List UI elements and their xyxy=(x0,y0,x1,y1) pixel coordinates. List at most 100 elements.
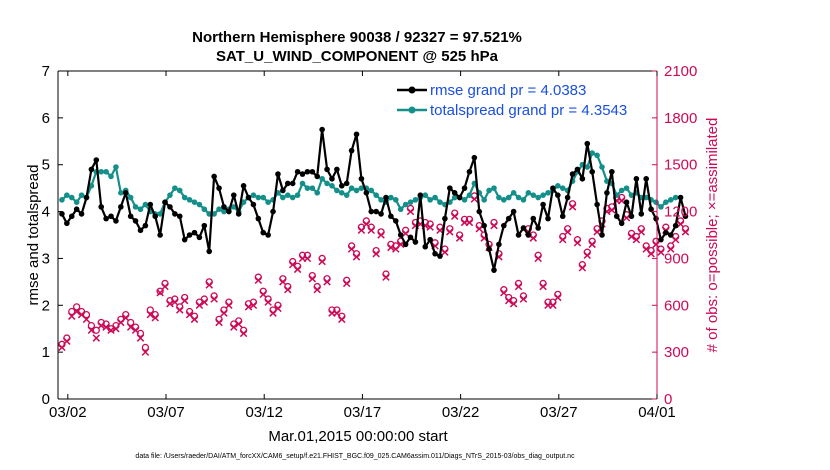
obs-possible-point xyxy=(82,311,91,319)
rmse-point xyxy=(594,201,600,208)
rmse-point xyxy=(383,194,389,201)
y-tick-label: 1 xyxy=(42,344,50,361)
rmse-point xyxy=(471,154,478,161)
totalspread-point xyxy=(427,197,433,203)
obs-assimilated-stroke-b xyxy=(225,301,233,310)
rmse-point xyxy=(417,192,424,198)
obs-assimilated-stroke-b xyxy=(593,228,601,236)
rmse-point xyxy=(186,232,193,238)
rmse-point xyxy=(206,248,213,255)
obs-assimilated-stroke-b xyxy=(573,239,582,247)
obs-possible-point xyxy=(141,343,150,352)
obs-assimilated-point xyxy=(568,203,577,211)
rmse-point xyxy=(397,232,404,238)
x-tick-label: 03/17 xyxy=(344,404,382,421)
obs-assimilated-stroke-b xyxy=(347,245,356,253)
obs-assimilated-point xyxy=(72,307,81,316)
obs-assimilated-point xyxy=(342,279,351,288)
obs-assimilated-point xyxy=(382,273,390,281)
obs-assimilated-stroke-b xyxy=(107,326,115,335)
obs-assimilated-stroke-b xyxy=(475,225,483,233)
obs-assimilated-point xyxy=(264,298,272,306)
totalspread-point xyxy=(589,150,595,156)
rmse-point xyxy=(137,227,144,234)
obs-assimilated-point xyxy=(195,301,204,310)
obs-assimilated-stroke-b xyxy=(166,299,174,308)
obs-assimilated-stroke-b xyxy=(230,323,238,331)
totalspread-point xyxy=(535,194,541,201)
obs-assimilated-stroke-b xyxy=(338,315,346,324)
totalspread-point xyxy=(618,187,625,194)
obs-assimilated-stroke-b xyxy=(293,265,302,274)
obs-assimilated-stroke-b xyxy=(279,278,287,286)
rmse-point xyxy=(677,194,684,201)
obs-assimilated-stroke-b xyxy=(357,226,366,235)
obs-assimilated-point xyxy=(357,226,366,235)
rmse-point xyxy=(284,180,291,187)
obs-assimilated-point xyxy=(490,221,498,230)
obs-assimilated-point xyxy=(593,228,601,236)
rmse-point xyxy=(667,232,674,238)
obs-assimilated-point xyxy=(190,315,199,324)
obs-assimilated-stroke-b xyxy=(554,293,562,302)
rmse-point xyxy=(491,267,497,273)
rmse-point xyxy=(530,215,537,222)
totalspread-point xyxy=(594,152,600,159)
rmse-point xyxy=(589,168,595,175)
totalspread-point xyxy=(353,187,360,194)
rmse-point xyxy=(604,190,610,196)
rmse-point xyxy=(201,222,208,229)
rmse-point xyxy=(338,183,345,189)
rmse-point xyxy=(93,157,100,163)
rmse-point xyxy=(402,241,409,248)
obs-assimilated-point xyxy=(244,303,253,311)
totalspread-point xyxy=(584,164,591,170)
obs-possible-point xyxy=(92,326,100,334)
obs-assimilated-point xyxy=(176,306,184,314)
obs-assimilated-stroke-b xyxy=(671,235,680,244)
rmse-point xyxy=(329,175,335,182)
rmse-point xyxy=(172,211,178,217)
totalspread-point xyxy=(334,187,340,194)
obs-assimilated-point xyxy=(347,245,356,253)
rmse-point xyxy=(505,215,512,222)
rmse-point xyxy=(392,218,399,224)
totalspread-point xyxy=(294,192,301,198)
totalspread-point xyxy=(338,190,345,196)
rmse-point xyxy=(142,222,149,229)
totalspread-point xyxy=(68,194,75,201)
obs-assimilated-stroke-b xyxy=(446,228,454,236)
y-right-tick-label: 2100 xyxy=(664,63,697,80)
obs-assimilated-stroke-b xyxy=(627,232,636,241)
obs-assimilated-point xyxy=(352,253,361,261)
obs-assimilated-point xyxy=(131,326,140,335)
totalspread-point xyxy=(658,204,664,210)
rmse-point xyxy=(255,215,262,222)
obs-assimilated-stroke-b xyxy=(367,226,375,235)
obs-assimilated-point xyxy=(441,248,449,256)
rmse-point xyxy=(122,190,129,196)
obs-possible-point xyxy=(87,321,96,330)
obs-assimilated-stroke-b xyxy=(284,285,292,294)
obs-assimilated-point xyxy=(617,196,626,205)
totalspread-point xyxy=(314,190,321,196)
obs-assimilated-stroke-b xyxy=(112,324,120,333)
totalspread-point xyxy=(466,192,473,198)
obs-assimilated-point xyxy=(318,257,326,266)
obs-assimilated-point xyxy=(205,281,213,289)
totalspread-point xyxy=(255,194,262,201)
obs-assimilated-stroke-b xyxy=(156,289,164,297)
x-axis-label: Mar.01,2015 00:00:00 start xyxy=(268,428,448,445)
obs-assimilated-point xyxy=(534,254,542,263)
totalspread-point xyxy=(422,192,429,198)
obs-assimilated-point xyxy=(657,248,665,256)
obs-assimilated-stroke-b xyxy=(195,301,204,310)
obs-assimilated-stroke-b xyxy=(539,282,547,291)
rmse-point xyxy=(574,166,581,173)
obs-assimilated-point xyxy=(519,295,528,303)
rmse-point xyxy=(147,201,154,208)
obs-assimilated-point xyxy=(509,299,518,308)
obs-assimilated-point xyxy=(122,314,130,322)
rmse-point xyxy=(451,190,458,196)
rmse-point xyxy=(501,222,507,229)
